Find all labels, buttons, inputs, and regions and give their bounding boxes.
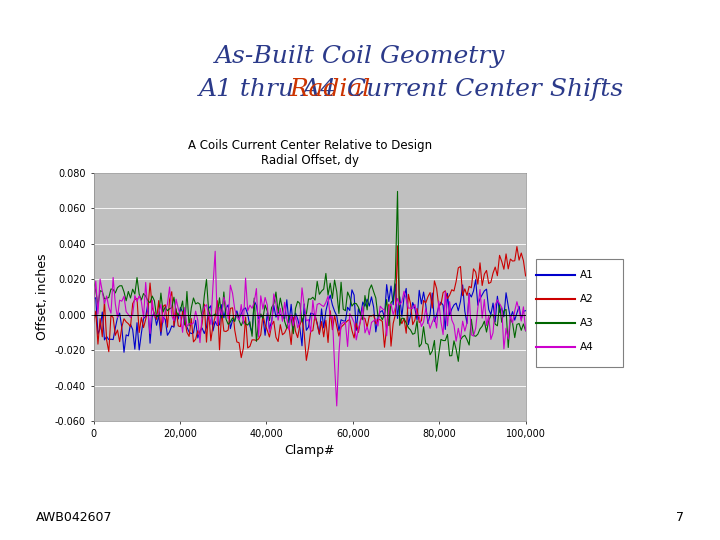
Text: A2: A2	[580, 294, 593, 304]
Text: A4: A4	[580, 342, 593, 352]
Text: AWB042607: AWB042607	[36, 511, 112, 524]
Text: A3: A3	[580, 318, 593, 328]
Title: A Coils Current Center Relative to Design
Radial Offset, dy: A Coils Current Center Relative to Desig…	[187, 139, 432, 167]
Text: As-Built Coil Geometry: As-Built Coil Geometry	[215, 45, 505, 68]
Y-axis label: Offset, inches: Offset, inches	[36, 254, 49, 340]
Text: A1: A1	[580, 271, 593, 280]
Text: Current Center Shifts: Current Center Shifts	[339, 78, 624, 100]
Text: A1 thru A4: A1 thru A4	[199, 78, 345, 100]
Text: 7: 7	[676, 511, 684, 524]
Text: Radial: Radial	[289, 78, 371, 100]
X-axis label: Clamp#: Clamp#	[284, 444, 335, 457]
